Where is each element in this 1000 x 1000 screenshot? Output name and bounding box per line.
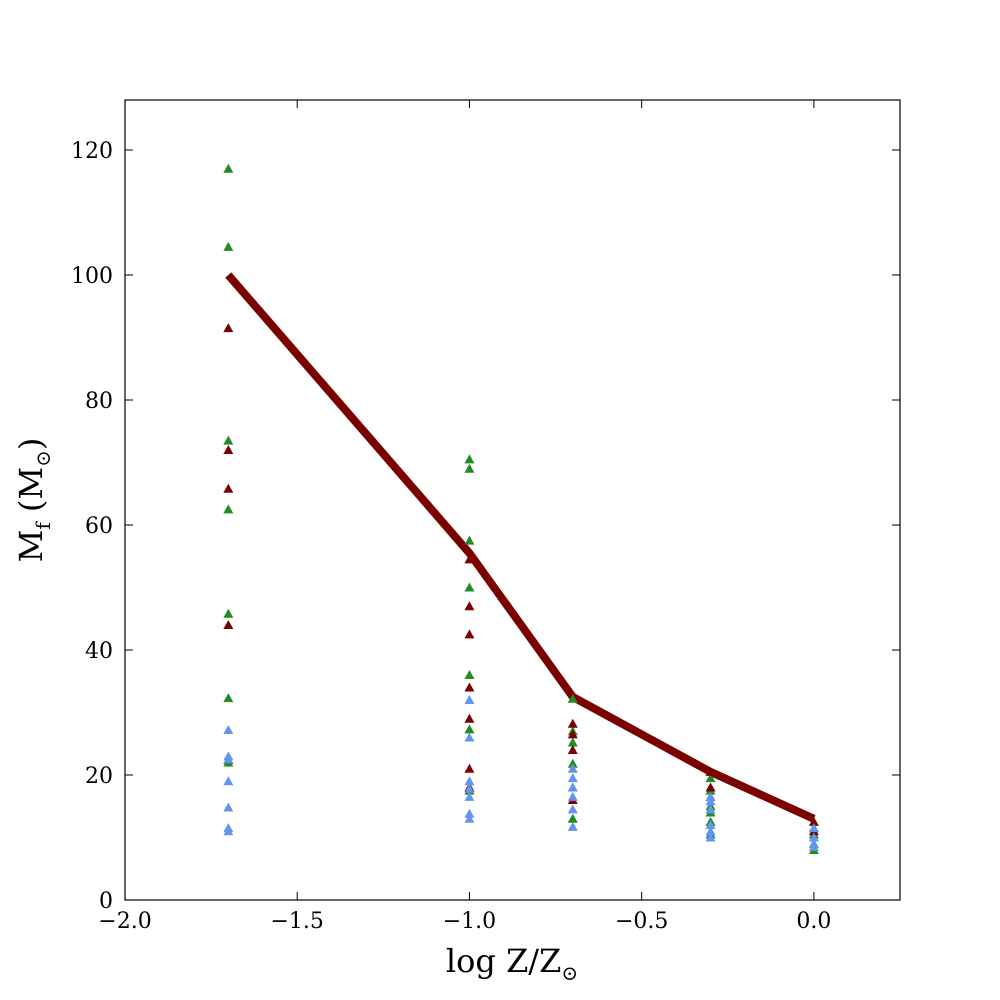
x-tick-label: −0.5 <box>615 909 668 934</box>
data-point <box>223 693 234 703</box>
data-point <box>567 763 578 773</box>
data-point <box>464 713 475 723</box>
data-point <box>705 773 716 783</box>
x-tick-label: −1.0 <box>443 909 496 934</box>
data-point <box>705 766 716 776</box>
data-point <box>567 821 578 831</box>
data-point <box>223 725 234 734</box>
data-point <box>567 773 578 783</box>
data-point <box>464 454 475 464</box>
data-point <box>223 504 234 514</box>
data-point <box>464 695 475 704</box>
data-point <box>705 832 716 842</box>
plot-background <box>125 100 900 900</box>
x-tick-label: 0.0 <box>796 909 831 934</box>
data-point <box>223 802 234 812</box>
data-point <box>567 782 578 792</box>
y-tick-label: 40 <box>85 639 113 664</box>
data-point <box>567 729 578 739</box>
y-tick-label: 120 <box>71 139 113 164</box>
data-point <box>567 737 578 747</box>
y-tick-label: 100 <box>71 264 113 289</box>
plot-frame <box>124 99 901 901</box>
x-axis-title-sub: ⊙ <box>561 961 578 985</box>
data-point <box>464 463 475 473</box>
x-axis-title-main: log Z/Z <box>446 942 561 980</box>
y-axis-title: Mf (M⊙) <box>12 438 55 563</box>
data-point <box>464 791 475 801</box>
x-axis-title: log Z/Z⊙ <box>446 942 578 985</box>
data-point <box>464 763 475 773</box>
y-axis-title-mid: (M <box>12 467 50 522</box>
y-tick-label: 80 <box>85 389 113 414</box>
data-point <box>567 758 578 768</box>
data-point <box>567 718 578 728</box>
y-tick-label: 0 <box>99 889 113 914</box>
data-point <box>223 241 234 251</box>
data-point <box>223 445 234 454</box>
data-point <box>808 823 819 833</box>
x-tick-label: −1.5 <box>271 909 324 934</box>
data-point <box>464 535 475 545</box>
data-point <box>464 808 475 818</box>
y-axis-title-sub2: ⊙ <box>31 450 55 467</box>
y-tick-label: 20 <box>85 764 113 789</box>
data-point <box>808 816 819 826</box>
data-point <box>223 608 234 618</box>
data-point <box>464 776 475 786</box>
data-point <box>808 841 819 851</box>
data-point <box>705 782 716 792</box>
data-point <box>223 435 234 445</box>
data-point <box>705 804 716 814</box>
y-axis-title-end: ) <box>12 438 50 450</box>
data-point <box>223 776 234 786</box>
data-point <box>464 724 475 734</box>
data-point <box>464 670 475 679</box>
marker-layer <box>223 163 819 854</box>
data-point <box>567 791 578 801</box>
data-point <box>464 629 475 639</box>
data-point <box>223 826 234 836</box>
x-tick-label: −2.0 <box>98 909 151 934</box>
data-point <box>705 796 716 806</box>
data-point <box>464 554 475 564</box>
data-point <box>567 693 578 703</box>
tick-layer: −2.0 −1.5 −1.0 −0.5 0.0 0 20 40 60 80 100 120 <box>71 100 900 934</box>
data-point <box>464 582 475 592</box>
data-point <box>464 813 475 823</box>
y-axis-title-sub1: f <box>31 521 55 530</box>
data-point <box>567 813 578 823</box>
data-point <box>223 754 234 764</box>
data-point <box>223 620 234 629</box>
data-point <box>223 483 234 493</box>
data-point <box>464 601 475 611</box>
data-point <box>223 163 234 173</box>
y-tick-label: 60 <box>85 514 113 539</box>
data-point <box>223 323 234 333</box>
data-point <box>567 804 578 814</box>
data-point <box>464 732 475 742</box>
data-point <box>808 832 819 842</box>
data-point <box>705 820 716 829</box>
data-point <box>567 745 578 754</box>
data-point <box>705 826 716 836</box>
data-point <box>464 682 475 692</box>
data-point <box>464 783 475 793</box>
y-axis-title-main: M <box>12 530 50 563</box>
